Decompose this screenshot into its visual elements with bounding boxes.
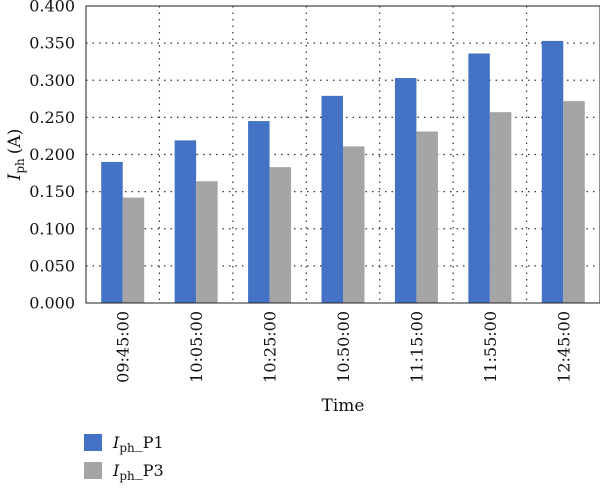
bar-series-1 [321, 95, 343, 303]
x-axis-ticks: 09:45:00 10:05:00 10:25:00 10:50:00 11:15:00… [114, 311, 574, 383]
bars [101, 40, 585, 304]
y-axis-title: Iph (A) [5, 129, 27, 182]
bar-series-2 [122, 197, 145, 303]
legend-label-2: Iph_P3 [112, 461, 164, 483]
gridlines [86, 6, 600, 303]
x-tick-label: 11:15:00 [407, 311, 426, 383]
bar-series-2 [563, 101, 585, 303]
bar-series-2 [196, 181, 218, 303]
y-axis-symbol: I [5, 173, 25, 181]
legend-swatch-1 [84, 434, 102, 451]
y-tick-label: 0.150 [29, 182, 75, 201]
plot-area-frame [85, 5, 600, 304]
y-tick-label: 0.400 [29, 0, 75, 16]
bar-series-2 [343, 146, 365, 303]
y-axis-unit: (A) [5, 129, 25, 155]
bar-series-2 [269, 167, 292, 303]
x-axis-title: Time [322, 396, 365, 416]
y-axis-subscript: ph [13, 158, 27, 174]
legend-label-1: Iph_P1 [112, 433, 164, 455]
y-axis-ticks: 0.000 0.050 0.100 0.150 0.200 0.250 0.300 0.350… [29, 0, 75, 313]
bar-series-1 [174, 140, 197, 303]
y-tick-label: 0.200 [29, 145, 75, 164]
x-tick-label: 10:50:00 [334, 311, 353, 383]
x-tick-label: 10:25:00 [261, 311, 280, 383]
y-tick-label: 0.000 [29, 294, 75, 313]
legend: Iph_P1 Iph_P3 [84, 433, 164, 483]
y-tick-label: 0.300 [29, 71, 75, 90]
bar-series-2 [416, 131, 438, 303]
bar-series-1 [468, 53, 490, 303]
y-tick-label: 0.250 [29, 108, 75, 127]
x-tick-label: 12:45:00 [554, 311, 573, 383]
bar-series-1 [394, 78, 417, 304]
bar-series-1 [101, 161, 123, 303]
x-tick-label: 09:45:00 [114, 311, 133, 383]
bar-series-1 [541, 40, 564, 304]
y-tick-label: 0.050 [29, 256, 75, 275]
y-tick-label: 0.100 [29, 219, 75, 238]
legend-swatch-2 [84, 462, 102, 479]
y-tick-label: 0.350 [29, 34, 75, 53]
bar-series-2 [489, 112, 512, 304]
bar-series-1 [248, 121, 270, 304]
x-tick-label: 11:55:00 [481, 311, 500, 383]
x-tick-label: 10:05:00 [187, 311, 206, 383]
